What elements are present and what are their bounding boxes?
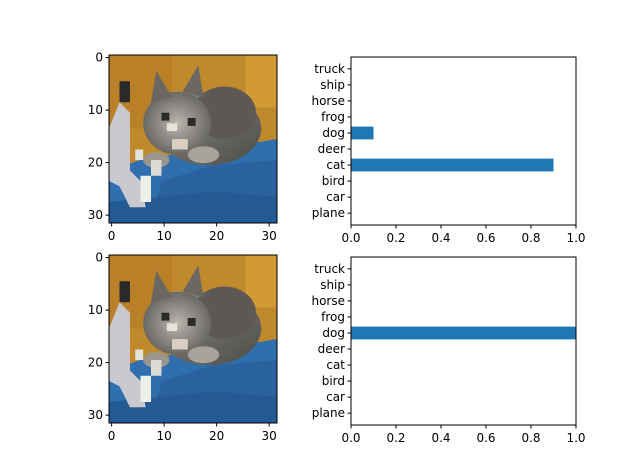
image-top-xtick-label-3: 30 xyxy=(261,229,276,243)
bar-bottom-category-label-dog: dog xyxy=(322,326,345,340)
bar-bottom-category-label-deer: deer xyxy=(318,342,345,356)
image-top-ytick-label-2: 20 xyxy=(88,156,103,170)
image-bottom-xtick-label-3: 30 xyxy=(261,429,276,443)
bar-bottom-xtick-label-0: 0.0 xyxy=(341,431,360,445)
image-bottom-xtick-label-2: 20 xyxy=(209,429,224,443)
bar-panel-bottom: plane car bird cat deer dog frog horse ship truck… xyxy=(311,256,586,445)
image-panel-top: 0 10 20 30 0 10 20 30 xyxy=(88,51,278,243)
bar-top-category-label-horse: horse xyxy=(311,94,345,108)
image-top-xtick-label-2: 20 xyxy=(209,229,224,243)
image-top-ytick-label-3: 30 xyxy=(88,208,103,222)
image-bottom-xtick-label-0: 0 xyxy=(108,429,116,443)
bar-top-category-label-dog: dog xyxy=(322,126,345,140)
bar-bottom-category-label-cat: cat xyxy=(326,358,345,372)
bar-top-category-label-cat: cat xyxy=(326,158,345,172)
bar-top-bar-dog xyxy=(351,126,374,140)
image-bottom-ytick-label-0: 0 xyxy=(95,251,103,265)
bar-bottom-category-label-truck: truck xyxy=(314,262,345,276)
image-bottom-ytick-label-3: 30 xyxy=(88,408,103,422)
bar-bottom-bar-dog xyxy=(351,326,576,340)
bar-bottom-category-label-frog: frog xyxy=(321,310,345,324)
bar-top-xtick-label-1: 0.2 xyxy=(386,231,405,245)
image-bottom-xtick-label-1: 10 xyxy=(156,429,171,443)
bar-bottom-xtick-label-1: 0.2 xyxy=(386,431,405,445)
bar-bottom-category-label-car: car xyxy=(326,390,345,404)
bar-bottom-category-label-plane: plane xyxy=(312,406,345,420)
bar-bottom-xtick-label-5: 1.0 xyxy=(566,431,585,445)
image-bottom-frame xyxy=(108,254,278,424)
bar-bottom-xtick-label-2: 0.4 xyxy=(431,431,450,445)
bar-top-bar-cat xyxy=(351,158,554,172)
image-bottom-ytick-label-2: 20 xyxy=(88,356,103,370)
bar-top-category-label-plane: plane xyxy=(312,206,345,220)
bar-top-xtick-label-0: 0.0 xyxy=(341,231,360,245)
bar-bottom-xtick-label-3: 0.6 xyxy=(476,431,495,445)
bar-top-xtick-label-4: 0.8 xyxy=(521,231,540,245)
image-panel-bottom: 0 10 20 30 0 10 20 30 xyxy=(88,251,278,443)
image-top-xtick-label-0: 0 xyxy=(108,229,116,243)
bar-bottom-xtick-label-4: 0.8 xyxy=(521,431,540,445)
bar-top-category-label-deer: deer xyxy=(318,142,345,156)
image-top-ytick-label-1: 10 xyxy=(88,103,103,117)
image-bottom-ytick-label-1: 10 xyxy=(88,303,103,317)
image-top-ytick-label-0: 0 xyxy=(95,51,103,65)
bar-bottom-axes-frame xyxy=(350,256,577,426)
bar-bottom-category-label-bird: bird xyxy=(322,374,345,388)
bar-top-xtick-label-3: 0.6 xyxy=(476,231,495,245)
image-top-frame xyxy=(108,54,278,224)
bar-panel-top: plane car bird cat deer dog frog horse ship truck… xyxy=(311,56,586,245)
bar-top-category-label-bird: bird xyxy=(322,174,345,188)
bar-bottom-category-label-horse: horse xyxy=(311,294,345,308)
bar-top-category-label-frog: frog xyxy=(321,110,345,124)
bar-top-category-label-car: car xyxy=(326,190,345,204)
bar-top-xtick-label-5: 1.0 xyxy=(566,231,585,245)
bar-top-category-label-truck: truck xyxy=(314,62,345,76)
bar-top-xtick-label-2: 0.4 xyxy=(431,231,450,245)
bar-top-axes-frame xyxy=(350,56,577,226)
image-top-xtick-label-1: 10 xyxy=(156,229,171,243)
bar-bottom-category-label-ship: ship xyxy=(320,278,345,292)
bar-top-category-label-ship: ship xyxy=(320,78,345,92)
